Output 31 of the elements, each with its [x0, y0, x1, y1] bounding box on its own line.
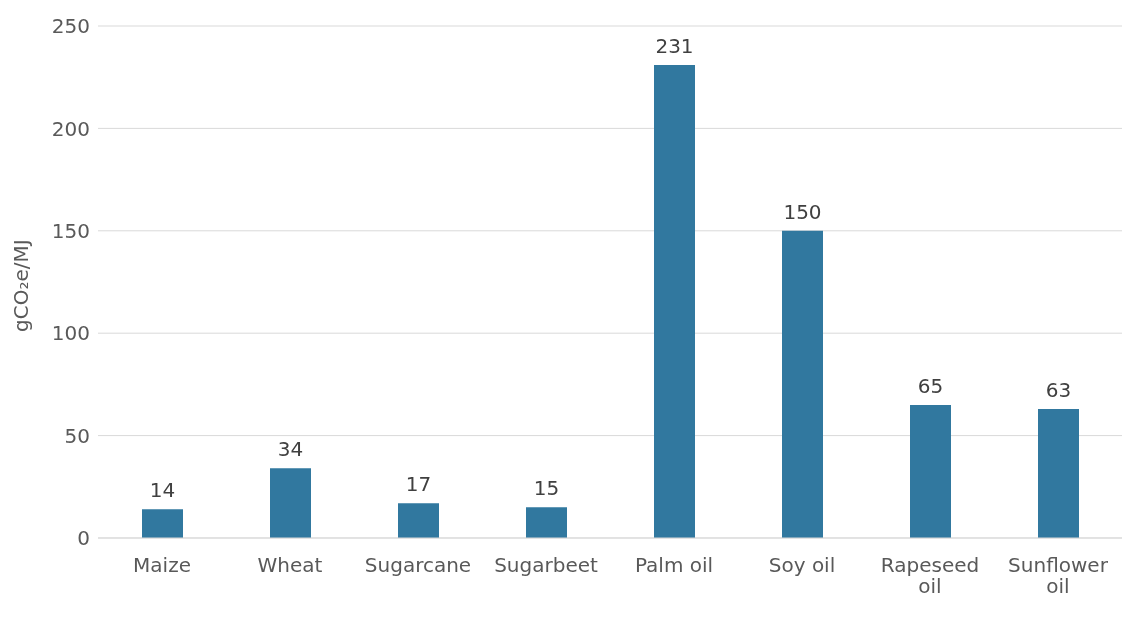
bar: [398, 503, 439, 538]
bar: [782, 230, 823, 538]
x-tick-label: Sugarbeet: [494, 553, 598, 577]
x-tick-label: Wheat: [257, 553, 323, 577]
bar: [270, 468, 311, 538]
data-label: 17: [405, 472, 432, 497]
data-label: 150: [783, 199, 822, 224]
bar: [1038, 408, 1079, 538]
bar: [526, 507, 567, 538]
data-label: 15: [533, 476, 560, 501]
y-tick-label: 50: [64, 423, 90, 448]
data-label: 14: [149, 478, 176, 503]
y-tick-label: 250: [51, 14, 90, 39]
y-axis-title: gCO₂e/MJ: [9, 239, 34, 332]
x-tick-label: Sunflower oil: [1008, 553, 1109, 598]
data-label: 34: [277, 437, 304, 462]
y-tick-label: 100: [51, 321, 90, 346]
data-label: 65: [917, 373, 944, 398]
x-tick-label: Soy oil: [768, 553, 836, 577]
y-tick-label: 0: [77, 526, 90, 551]
bar: [654, 64, 695, 538]
data-label: 231: [655, 33, 694, 58]
y-tick-label: 200: [51, 116, 90, 141]
bar: [142, 509, 183, 538]
bar: [910, 404, 951, 538]
x-tick-label: Maize: [133, 553, 191, 577]
x-tick-label: Sugarcane: [364, 553, 472, 577]
data-label: 63: [1045, 377, 1072, 402]
x-tick-label: Palm oil: [634, 553, 714, 577]
x-tick-label: Rapeseed oil: [880, 553, 980, 598]
y-tick-label: 150: [51, 218, 90, 243]
